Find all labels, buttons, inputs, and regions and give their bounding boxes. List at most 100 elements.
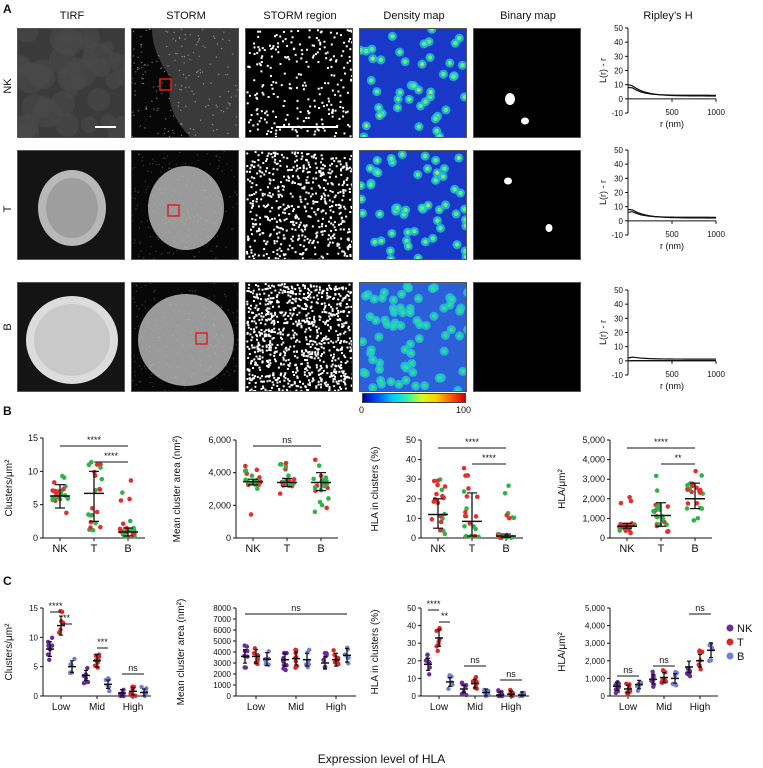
- ripley-ytick: 0: [619, 357, 624, 366]
- ripley-curve: [627, 86, 717, 96]
- y-tick-label: 0: [411, 533, 416, 543]
- data-point: [673, 683, 679, 688]
- data-point: [463, 682, 469, 688]
- x-tick-label: High: [690, 702, 711, 713]
- data-point: [462, 513, 468, 519]
- y-tick-label: 6,000: [208, 435, 231, 445]
- y-axis-label: Mean cluster area (nm²): [176, 599, 187, 706]
- col-header-density-map: Density map: [383, 10, 445, 22]
- ripley-ytick: 30: [614, 52, 623, 61]
- x-tick-label: Low: [52, 702, 71, 713]
- x-tick-label: B: [691, 543, 698, 555]
- ripley-ytick: 20: [614, 329, 623, 338]
- data-point: [463, 533, 469, 539]
- data-point: [618, 500, 624, 506]
- data-point: [435, 482, 440, 488]
- data-point: [434, 491, 439, 497]
- y-tick-label: 0: [34, 692, 39, 701]
- y-axis-label: Clusters/μm²: [4, 623, 15, 681]
- ripley-xtick: 500: [665, 230, 679, 239]
- col-header-storm: STORM: [166, 10, 206, 22]
- ripley-curve: [627, 356, 717, 360]
- y-tick-label: 7000: [213, 615, 231, 624]
- ripley-ytick: 50: [614, 24, 623, 33]
- ripley-ytick: -10: [611, 109, 623, 118]
- data-point: [685, 501, 691, 506]
- y-tick-label: 3,000: [582, 474, 605, 484]
- data-point: [423, 658, 429, 663]
- data-point: [699, 473, 705, 478]
- data-point: [473, 526, 478, 532]
- col-header-ripley: Ripley’s H: [643, 10, 693, 22]
- y-tick-label: 5: [34, 663, 39, 672]
- panel-letter-b: B: [3, 404, 12, 418]
- data-point: [659, 680, 664, 685]
- significance-label: ***: [97, 637, 108, 647]
- ripley-ytick: 50: [614, 286, 623, 295]
- micrograph-b-2: [245, 282, 353, 392]
- data-point: [96, 652, 102, 657]
- significance-label: ns: [291, 603, 301, 613]
- y-tick-label: 20: [406, 494, 416, 504]
- y-tick-label: 10: [407, 674, 416, 683]
- data-point: [86, 462, 92, 468]
- data-point: [687, 673, 693, 679]
- chart-0: 0 5 10 15 NK T B Clusters/μm² ********: [4, 433, 145, 555]
- y-axis-label: HLA in clusters (%): [370, 609, 381, 694]
- data-point: [635, 688, 641, 693]
- data-point: [243, 463, 248, 469]
- data-point: [431, 478, 437, 484]
- x-tick-label: NK: [430, 543, 446, 555]
- micrograph-t-4: [473, 150, 581, 260]
- data-point: [120, 521, 126, 527]
- x-tick-label: T: [284, 543, 291, 555]
- data-point: [439, 487, 445, 493]
- data-point: [322, 483, 327, 489]
- legend-label: B: [737, 651, 744, 663]
- data-point: [653, 473, 659, 479]
- data-point: [93, 520, 98, 526]
- data-point: [283, 464, 289, 469]
- data-point: [97, 486, 102, 492]
- colorbar-min: 0: [359, 405, 365, 415]
- data-point: [277, 491, 283, 496]
- data-point: [131, 525, 136, 531]
- micrograph-nk-0: [17, 28, 125, 138]
- data-point: [324, 477, 329, 483]
- data-point: [465, 473, 471, 478]
- data-point: [440, 493, 445, 499]
- ripley-ytick: 10: [614, 343, 623, 352]
- x-tick-label: NK: [52, 543, 68, 555]
- y-tick-label: 5: [33, 500, 38, 510]
- data-point: [291, 477, 297, 482]
- data-point: [708, 658, 714, 663]
- data-point: [628, 498, 634, 504]
- ripley-ytick: 40: [614, 300, 623, 309]
- data-point: [117, 526, 123, 532]
- micrograph-nk-4: [473, 28, 581, 138]
- significance-label: ns: [659, 655, 669, 665]
- x-tick-label: Low: [619, 702, 638, 713]
- y-axis-label: HLA in clusters (%): [370, 446, 381, 531]
- y-tick-label: 0: [227, 692, 232, 701]
- significance-label: ****: [654, 437, 669, 447]
- data-point: [127, 518, 133, 524]
- y-tick-label: 30: [406, 474, 416, 484]
- data-point: [655, 504, 661, 509]
- y-axis-label: Mean cluster area (nm²): [172, 436, 183, 543]
- data-point: [88, 519, 94, 525]
- y-tick-label: 10: [406, 513, 416, 523]
- legend: NK TB: [726, 623, 753, 663]
- data-point: [442, 531, 448, 537]
- legend-label: T: [737, 637, 744, 649]
- data-point: [442, 484, 448, 489]
- micrograph-b-3: [359, 282, 467, 392]
- data-point: [626, 527, 632, 533]
- data-point: [694, 501, 700, 506]
- legend-label: NK: [737, 623, 753, 635]
- data-point: [699, 649, 705, 655]
- data-point: [473, 674, 479, 680]
- data-point: [61, 486, 66, 492]
